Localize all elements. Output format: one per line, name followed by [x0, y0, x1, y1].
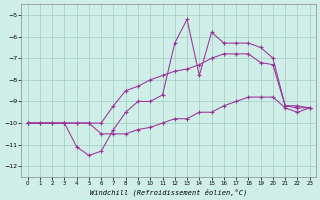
X-axis label: Windchill (Refroidissement éolien,°C): Windchill (Refroidissement éolien,°C)	[90, 188, 247, 196]
